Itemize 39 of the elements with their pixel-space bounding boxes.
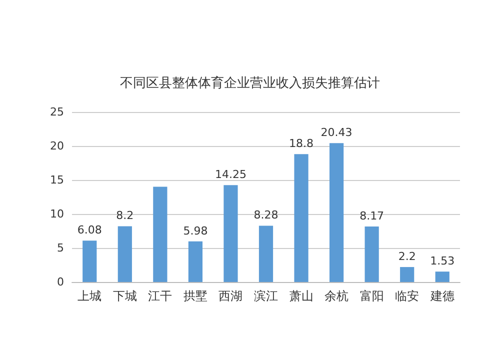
data-label: 2.2 [398,250,416,264]
x-tick-label: 建德 [429,289,454,303]
data-label: 18.8 [289,137,314,150]
y-tick-label: 25 [50,106,64,118]
bar [224,185,238,282]
bar [118,226,132,282]
y-tick-label: 5 [57,242,64,254]
bar [435,272,450,282]
data-label: 14.25 [214,168,246,182]
data-label: 20.43 [320,126,352,140]
data-label: 6.08 [77,224,102,237]
x-tick-label: 上城 [78,289,102,303]
data-label: 8.28 [254,208,278,222]
x-tick-label: 滨江 [254,289,278,303]
x-tick-label: 萧山 [289,289,314,303]
y-tick-label: 20 [50,140,64,152]
bar [400,267,414,282]
x-tick-label: 余杭 [324,289,349,303]
bar [364,226,379,282]
bar [329,143,344,282]
y-tick-label: 10 [50,208,64,220]
data-label: 8.17 [360,209,384,222]
data-label: 1.53 [430,254,455,268]
y-tick-label: 0 [57,276,64,288]
bar [258,226,274,282]
bar [294,154,308,282]
x-tick-label: 富阳 [360,289,384,303]
chart-title: 不同区县整体体育企业营业收入损失推算估计 [120,75,380,91]
y-tick-label: 15 [50,174,64,186]
x-tick-label: 临安 [395,289,420,303]
bar [188,241,203,282]
bar [153,186,168,282]
x-tick-label: 西湖 [218,289,243,303]
data-label: 8.2 [116,209,134,222]
x-tick-label: 拱墅 [183,289,208,303]
x-tick-label: 下城 [112,289,137,303]
data-label: 5.98 [183,224,208,238]
x-tick-label: 江干 [148,289,172,303]
bar [82,240,97,282]
